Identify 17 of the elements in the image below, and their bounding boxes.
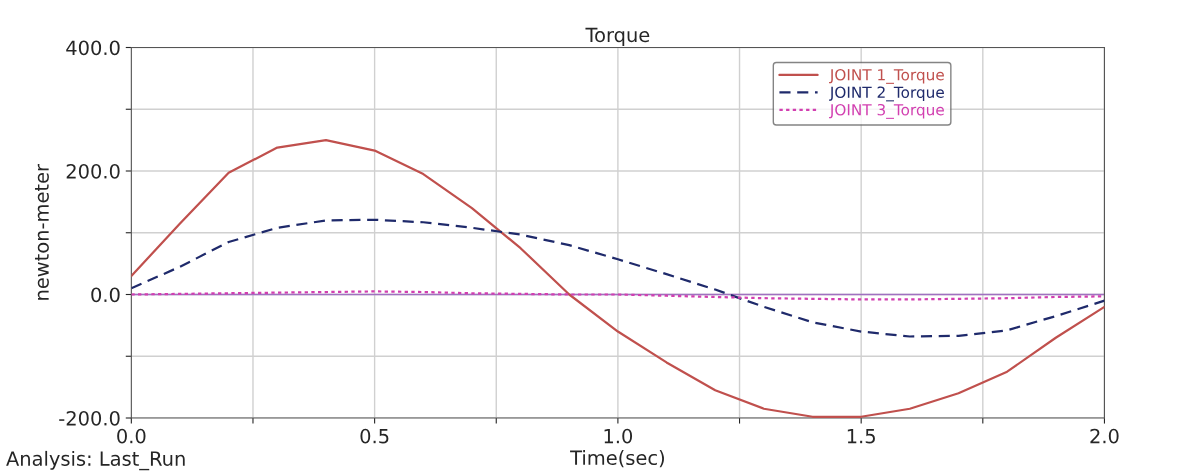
chart-title: Torque: [585, 27, 650, 46]
legend-label: JOINT 1_Torque: [829, 68, 944, 84]
y-tick-label: 200.0: [66, 163, 120, 179]
y-tick-label: 0.0: [91, 287, 120, 303]
y-axis-title: newton-meter: [34, 163, 49, 300]
x-tick-label: 0.5: [360, 428, 389, 444]
x-tick-label: 0.0: [117, 428, 146, 444]
line-series: [131, 218, 1105, 338]
y-tick-label: -200.0: [59, 410, 120, 426]
legend-label: JOINT 3_Torque: [829, 103, 944, 119]
x-tick-label: 2.0: [1090, 428, 1119, 444]
x-tick-label: 1.5: [847, 429, 875, 444]
legend-label: JOINT 2_Torque: [829, 86, 944, 102]
text: Analysis: Last_Run: [6, 450, 185, 471]
x-axis-title: Time(sec): [570, 450, 664, 468]
y-tick-label: 400.0: [66, 40, 120, 56]
x-tick-label: 1.0: [604, 428, 633, 444]
